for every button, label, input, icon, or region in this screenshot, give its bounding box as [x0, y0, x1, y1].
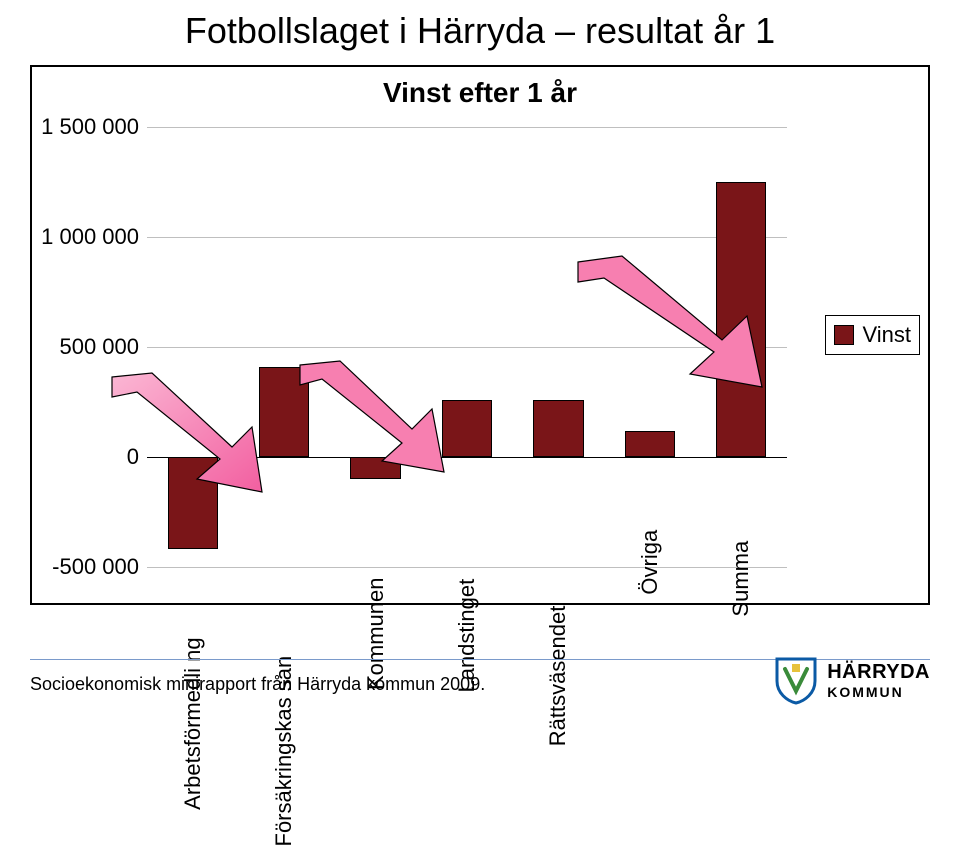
logo-text-group: HÄRRYDA KOMMUN [827, 661, 930, 700]
bar [716, 182, 766, 457]
bar [259, 367, 309, 457]
footer-logo: HÄRRYDA KOMMUN [773, 655, 930, 705]
bar [442, 400, 492, 457]
bar [533, 400, 583, 457]
x-tick-label: Övriga [637, 530, 663, 595]
chart-plot: -500 0000500 0001 000 0001 500 000Arbets… [147, 127, 787, 567]
bar-slot: Landstinget [421, 127, 512, 567]
bar-slot: Kommunen [330, 127, 421, 567]
x-tick-label: Summa [728, 541, 754, 617]
bar [350, 457, 400, 479]
legend-swatch [834, 325, 854, 345]
chart-legend: Vinst [825, 315, 920, 355]
shield-icon [773, 655, 819, 705]
bar-slot: Övriga [604, 127, 695, 567]
bar [168, 457, 218, 549]
footer-text: Socioekonomisk minirapport från Härryda … [30, 674, 485, 695]
bar-slot: Rättsväsendet [513, 127, 604, 567]
page-title: Fotbollslaget i Härryda – resultat år 1 [0, 0, 960, 52]
y-tick-label: 1 500 000 [41, 114, 147, 140]
bar-slot: Arbetsförmedli ng [147, 127, 238, 567]
bar [625, 431, 675, 457]
logo-text-main: HÄRRYDA [827, 661, 930, 684]
chart-frame: Vinst efter 1 år -500 0000500 0001 000 0… [30, 65, 930, 605]
chart-title: Vinst efter 1 år [32, 77, 928, 109]
y-tick-label: 1 000 000 [41, 224, 147, 250]
bar-slot: Försäkringskas san [238, 127, 329, 567]
y-tick-label: 500 000 [59, 334, 147, 360]
bar-slot: Summa [696, 127, 787, 567]
legend-label: Vinst [862, 322, 911, 348]
x-tick-label: Rättsväsendet [545, 606, 571, 747]
x-tick-label: Arbetsförmedli ng [180, 637, 206, 809]
gridline [147, 567, 787, 568]
logo-text-sub: KOMMUN [827, 684, 930, 700]
y-tick-label: -500 000 [52, 554, 147, 580]
y-tick-label: 0 [127, 444, 147, 470]
